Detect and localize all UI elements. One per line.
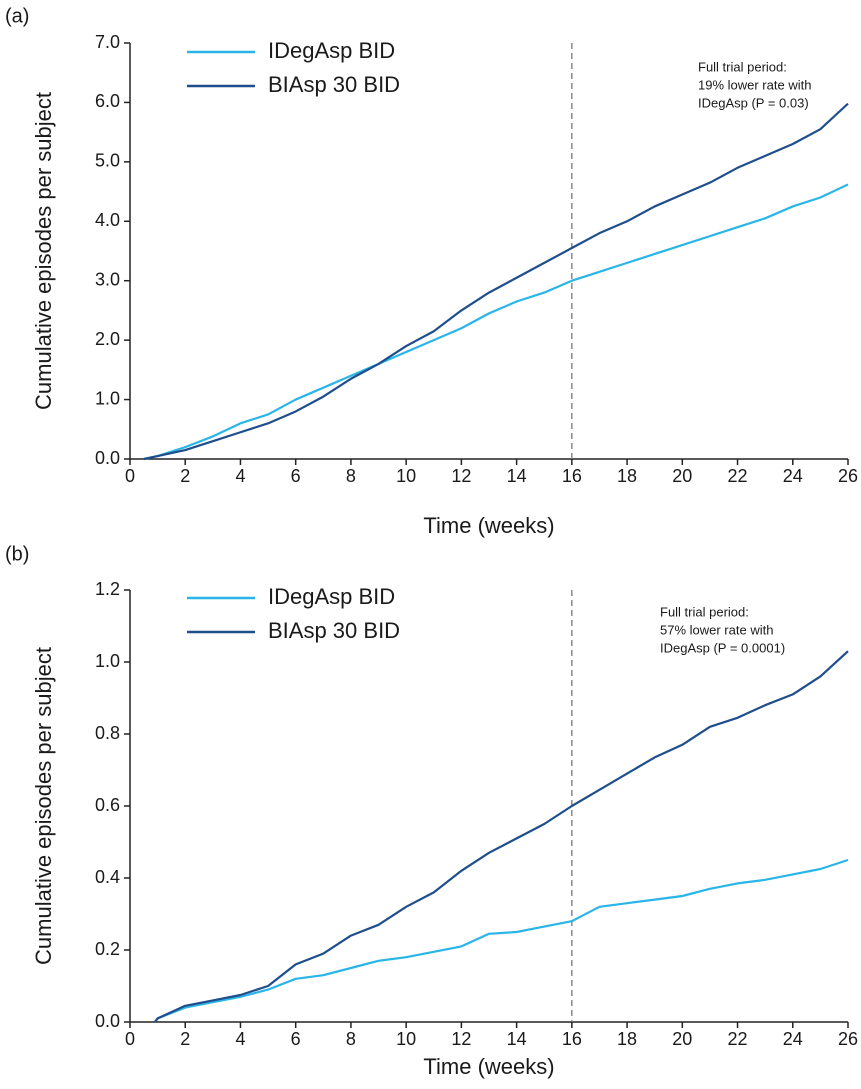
x-tick-label: 24 [783,1029,803,1049]
annotation: 19% lower rate with [698,77,811,92]
data-line [153,650,849,1023]
x-tick-label: 4 [235,1029,245,1049]
annotation: 57% lower rate with [660,622,773,637]
y-tick-label: 3.0 [95,269,120,289]
x-tick-label: 6 [291,1029,301,1049]
annotation: IDegAsp (P = 0.03) [698,95,809,110]
y-tick-label: 1.0 [95,388,120,408]
y-tick-label: 7.0 [95,32,120,52]
x-tick-label: 8 [346,1029,356,1049]
y-tick-label: 0.6 [95,795,120,815]
x-tick-label: 14 [507,466,527,486]
x-tick-label: 4 [235,466,245,486]
data-line [143,183,849,461]
x-tick-label: 6 [291,466,301,486]
y-tick-label: 6.0 [95,91,120,111]
x-tick-label: 8 [346,466,356,486]
legend-label: IDegAsp BID [268,584,395,609]
x-tick-label: 18 [617,466,637,486]
data-line [143,102,849,461]
legend-label: BIAsp 30 BID [268,72,400,97]
x-tick-label: 26 [838,1029,858,1049]
y-tick-label: 1.0 [95,651,120,671]
y-tick-label: 2.0 [95,329,120,349]
panel-label: (b) [5,543,29,565]
x-tick-label: 26 [838,466,858,486]
annotation: IDegAsp (P = 0.0001) [660,640,785,655]
x-tick-label: 16 [562,466,582,486]
x-tick-label: 12 [451,1029,471,1049]
x-tick-label: 24 [783,466,803,486]
x-tick-label: 20 [672,466,692,486]
x-tick-label: 18 [617,1029,637,1049]
legend-label: BIAsp 30 BID [268,618,400,643]
x-tick-label: 22 [728,466,748,486]
y-tick-label: 0.8 [95,723,120,743]
panel-label: (a) [5,5,29,27]
y-tick-label: 0.0 [95,448,120,468]
y-tick-label: 0.4 [95,867,120,887]
y-tick-label: 0.0 [95,1011,120,1031]
x-tick-label: 2 [180,1029,190,1049]
x-tick-label: 20 [672,1029,692,1049]
x-tick-label: 0 [125,1029,135,1049]
x-axis-title: Time (weeks) [423,1054,554,1079]
x-tick-label: 22 [728,1029,748,1049]
annotation: Full trial period: [660,604,749,619]
x-tick-label: 12 [451,466,471,486]
x-tick-label: 2 [180,466,190,486]
y-axis-title: Cumulative episodes per subject [31,92,56,410]
y-tick-label: 1.2 [95,579,120,599]
x-tick-label: 16 [562,1029,582,1049]
x-tick-label: 14 [507,1029,527,1049]
y-tick-label: 5.0 [95,151,120,171]
x-tick-label: 10 [396,1029,416,1049]
x-tick-label: 0 [125,466,135,486]
data-line [153,858,849,1023]
x-tick-label: 10 [396,466,416,486]
legend-label: IDegAsp BID [268,38,395,63]
y-tick-label: 0.2 [95,939,120,959]
x-axis-title: Time (weeks) [423,513,554,538]
y-axis-title: Cumulative episodes per subject [31,647,56,965]
y-tick-label: 4.0 [95,210,120,230]
annotation: Full trial period: [698,59,787,74]
